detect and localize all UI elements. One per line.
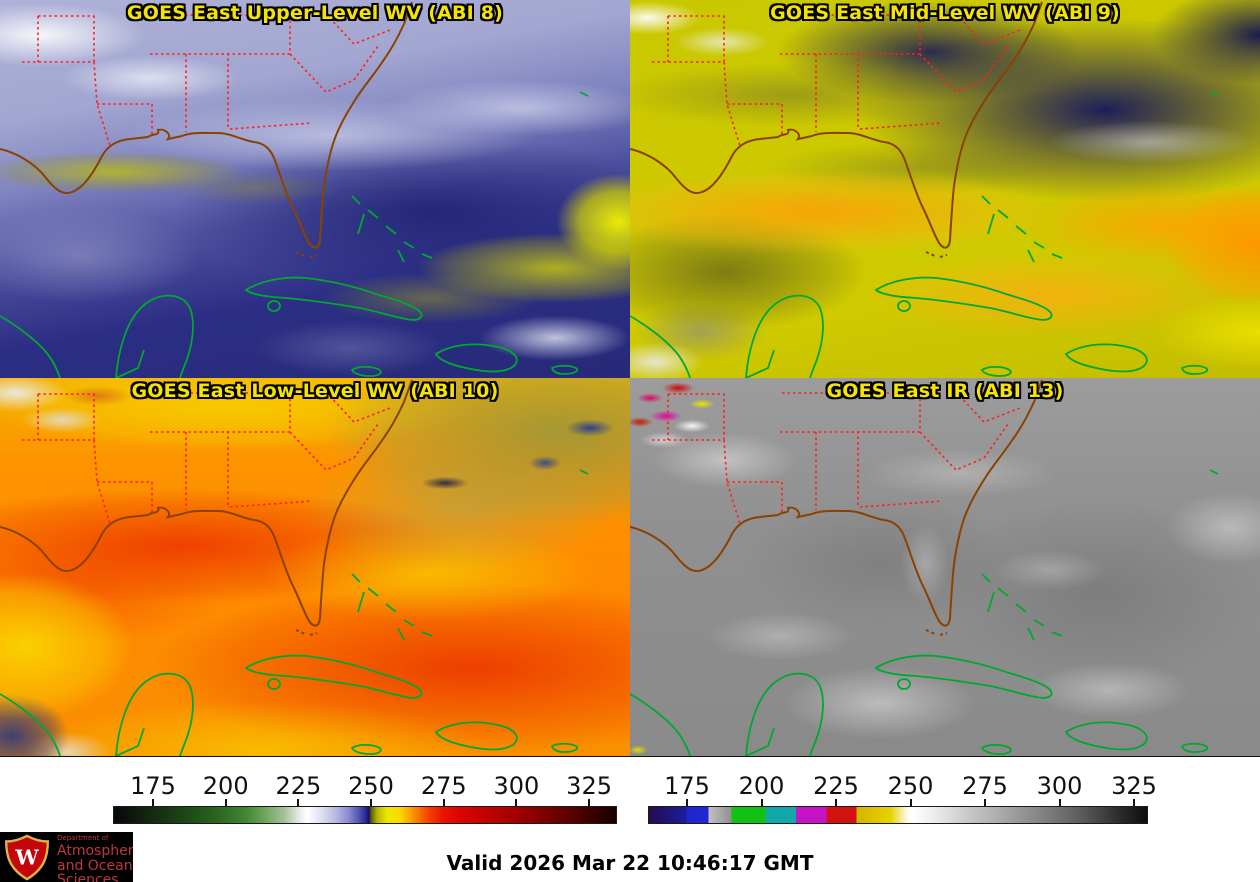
panel-grid: GOES East Upper-Level WV (ABI 8) GOES Ea…: [0, 0, 1260, 756]
uw-aos-logo: W Department of Atmospheric and Oceanic …: [0, 832, 133, 882]
logo-line-2: and Oceanic Sciences: [57, 858, 133, 882]
satellite-image-low-wv: [0, 378, 630, 756]
ir-tick-label: 325: [1111, 772, 1157, 800]
ir-tick-label: 200: [738, 772, 785, 800]
tick-mark: [588, 799, 591, 806]
ir-tick-label: 300: [1036, 772, 1083, 800]
satellite-image-upper-wv: [0, 0, 630, 378]
panel-mid-level-wv: GOES East Mid-Level WV (ABI 9): [630, 0, 1260, 378]
wv-tick-label: 175: [130, 772, 176, 800]
satellite-image-mid-wv: [630, 0, 1260, 378]
panel-upper-level-wv: GOES East Upper-Level WV (ABI 8): [0, 0, 630, 378]
tick-mark: [686, 799, 688, 806]
wv-tick-label: 325: [566, 772, 612, 800]
logo-line-1: Atmospheric: [57, 843, 133, 859]
ir-tick-label: 275: [962, 772, 1008, 800]
panel-title: GOES East Low-Level WV (ABI 10): [131, 380, 499, 402]
tick-mark: [1058, 799, 1061, 806]
wv-tick-label: 250: [348, 772, 394, 800]
panel-title: GOES East Upper-Level WV (ABI 8): [126, 2, 504, 24]
tick-mark: [1133, 799, 1135, 806]
ir-tick-label: 250: [887, 772, 934, 800]
valid-timestamp: Valid 2026 Mar 22 10:46:17 GMT: [446, 851, 814, 875]
wv-tick-label: 225: [275, 772, 322, 800]
satellite-image-ir: [630, 378, 1260, 756]
wv-tick-label: 200: [202, 772, 249, 800]
ir-colorbar: 175 200 225 250 275 300 325: [648, 772, 1157, 824]
tick-mark: [760, 799, 763, 806]
tick-mark: [515, 799, 518, 806]
panel-title: GOES East IR (ABI 13): [826, 380, 1064, 402]
wv-colorbar-gradient: [113, 806, 617, 824]
panel-title: GOES East Mid-Level WV (ABI 9): [770, 2, 1120, 24]
crest-letter: W: [14, 845, 39, 870]
tick-mark: [835, 799, 837, 806]
tick-mark: [984, 799, 986, 806]
tick-mark: [909, 799, 912, 806]
ir-colorbar-gradient: [648, 806, 1148, 824]
footer-strip: 175 200 225 250 275 300 325 175 200 225 …: [0, 756, 1260, 882]
logo-text: Department of Atmospheric and Oceanic Sc…: [57, 835, 133, 882]
ir-tick-label: 175: [664, 772, 710, 800]
tick-mark: [224, 799, 227, 806]
wv-colorbar: 175 200 225 250 275 300 325: [113, 772, 617, 824]
logo-dept-line: Department of: [57, 834, 109, 842]
panel-ir: GOES East IR (ABI 13): [630, 378, 1260, 756]
tick-mark: [297, 799, 300, 806]
panel-low-level-wv: GOES East Low-Level WV (ABI 10): [0, 378, 630, 756]
tick-mark: [370, 799, 373, 806]
uw-crest-icon: W: [4, 834, 50, 881]
ir-tick-label: 225: [813, 772, 859, 800]
wv-tick-label: 275: [420, 772, 467, 800]
wv-tick-label: 300: [493, 772, 540, 800]
tick-mark: [152, 799, 155, 806]
tick-mark: [442, 799, 445, 806]
